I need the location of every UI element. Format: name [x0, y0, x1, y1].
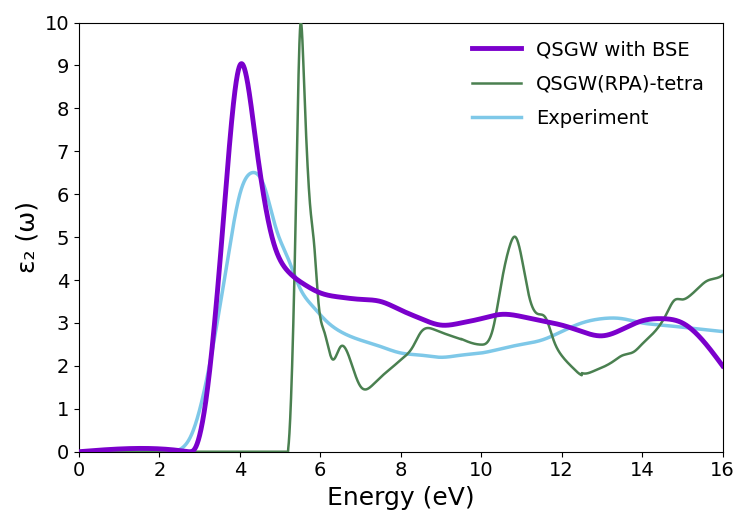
QSGW(RPA)-tetra — [363, 386, 372, 392]
X-axis label: Energy (eV): Energy (eV) — [327, 486, 475, 510]
QSGW(RPA)-tetra — [74, 448, 83, 455]
Line: QSGW with BSE: QSGW with BSE — [79, 64, 723, 452]
Experiment — [718, 329, 728, 335]
Experiment — [74, 448, 83, 455]
QSGW(RPA)-tetra — [224, 448, 233, 455]
Experiment — [249, 170, 258, 176]
QSGW(RPA)-tetra — [317, 321, 326, 327]
QSGW with BSE — [74, 448, 83, 455]
Line: Experiment: Experiment — [79, 173, 723, 452]
QSGW with BSE — [224, 155, 233, 161]
Experiment — [713, 328, 722, 334]
QSGW with BSE — [713, 356, 722, 362]
QSGW with BSE — [363, 297, 372, 303]
QSGW with BSE — [718, 363, 728, 369]
Experiment — [231, 212, 240, 218]
Experiment — [317, 313, 326, 319]
Line: QSGW(RPA)-tetra: QSGW(RPA)-tetra — [79, 22, 723, 452]
QSGW(RPA)-tetra — [231, 448, 240, 455]
QSGW with BSE — [237, 60, 246, 67]
QSGW(RPA)-tetra — [296, 19, 305, 25]
Experiment — [224, 251, 233, 258]
Experiment — [363, 339, 372, 345]
Experiment — [227, 231, 236, 237]
QSGW(RPA)-tetra — [718, 272, 728, 278]
QSGW with BSE — [317, 290, 326, 297]
QSGW(RPA)-tetra — [227, 448, 236, 455]
QSGW with BSE — [231, 86, 240, 92]
Y-axis label: ε₂ (ω): ε₂ (ω) — [15, 201, 39, 273]
QSGW with BSE — [227, 117, 236, 123]
QSGW(RPA)-tetra — [713, 275, 722, 281]
Legend: QSGW with BSE, QSGW(RPA)-tetra, Experiment: QSGW with BSE, QSGW(RPA)-tetra, Experime… — [464, 32, 713, 136]
